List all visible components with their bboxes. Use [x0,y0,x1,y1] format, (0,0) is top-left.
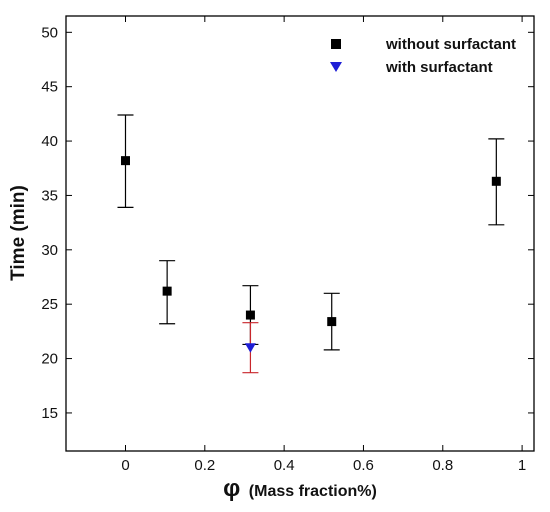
y-tick-label: 50 [41,24,58,41]
data-point-square [245,310,255,320]
legend-marker-square [331,39,341,49]
x-axis-ticks: 0 0.2 0.4 0.6 0.8 1 [121,16,526,474]
x-tick-label: 0.6 [353,457,374,474]
data-point-square [491,176,501,186]
data-markers [120,156,501,353]
y-axis-ticks: 15 20 25 30 35 40 45 50 [41,24,534,422]
data-point-triangle [244,343,256,353]
y-tick-label: 40 [41,133,58,150]
x-axis-title: φ (Mass fraction%) [223,475,377,502]
legend: without surfactant with surfactant [330,36,516,76]
x-tick-label: 0 [121,457,129,474]
plot-frame [65,15,535,452]
data-point-square [162,286,172,296]
legend-marker-triangle [330,62,342,72]
x-tick-label: 1 [518,457,526,474]
x-axis-title-symbol: φ [223,475,240,502]
data-point-square [327,317,337,327]
x-tick-label: 0.4 [274,457,295,474]
x-tick-label: 0.8 [432,457,453,474]
y-axis-title: Time (min) [8,185,29,281]
y-tick-label: 25 [41,296,58,313]
error-bars [117,114,505,374]
y-tick-label: 45 [41,79,58,96]
y-tick-label: 35 [41,187,58,204]
y-tick-label: 30 [41,242,58,259]
y-tick-label: 15 [41,405,58,422]
data-point-square [120,156,130,166]
x-axis-title-text: (Mass fraction%) [249,483,377,500]
y-tick-label: 20 [41,351,58,368]
legend-label: with surfactant [385,59,493,76]
x-tick-label: 0.2 [194,457,215,474]
legend-label: without surfactant [385,36,516,53]
